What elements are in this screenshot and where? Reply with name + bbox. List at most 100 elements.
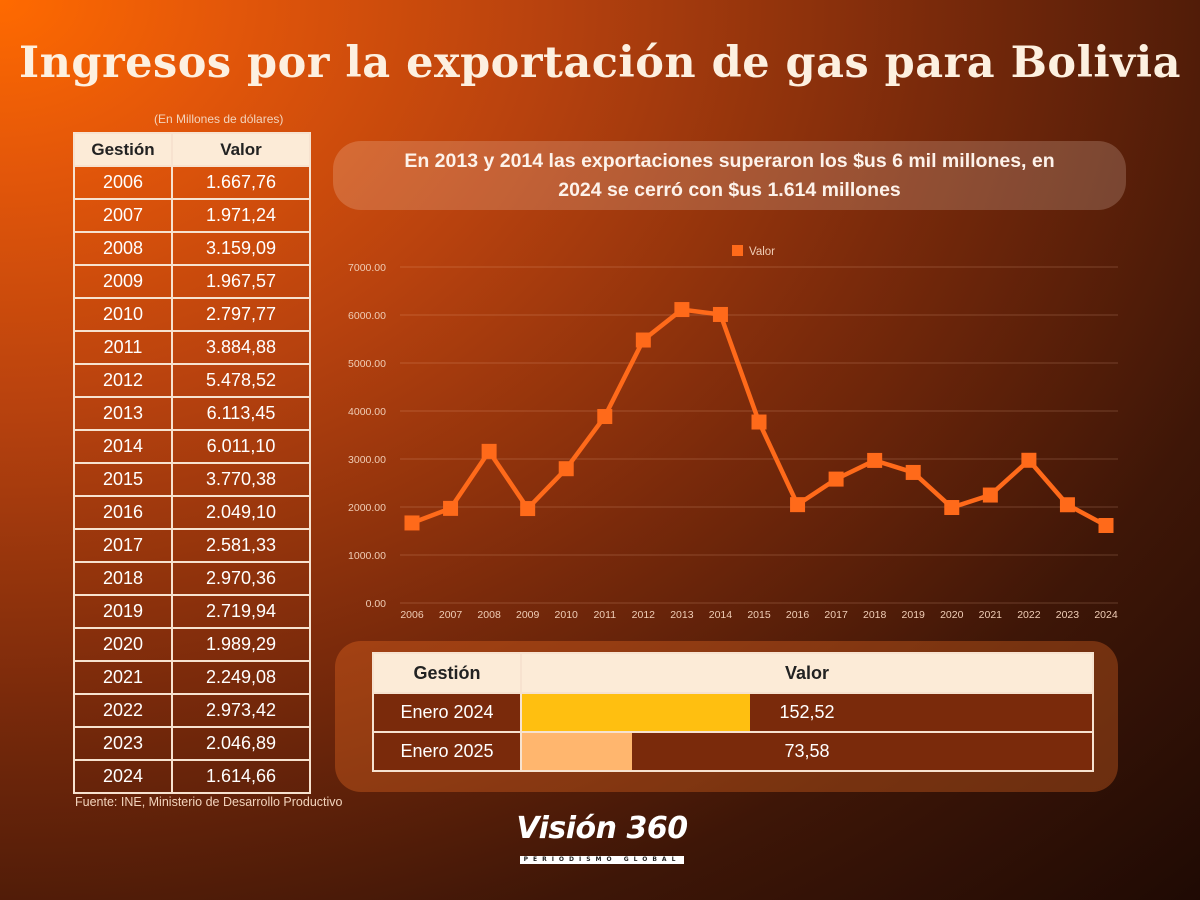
data-point	[404, 515, 420, 531]
table-cell-year: 2011	[73, 330, 173, 365]
table-row: 2016 2.049,10	[73, 495, 311, 530]
legend-marker	[732, 245, 743, 256]
table-cell-value: 2.797,77	[171, 297, 311, 332]
table-cell-value: 5.478,52	[171, 363, 311, 398]
x-tick-label: 2007	[439, 609, 463, 621]
y-tick-label: 7000.00	[348, 262, 386, 274]
comparison-row: Enero 2024 152,52	[372, 692, 1094, 733]
y-tick-label: 3000.00	[348, 454, 386, 466]
table-cell-year: 2024	[73, 759, 173, 794]
x-tick-label: 2015	[747, 609, 771, 621]
data-point	[828, 471, 844, 487]
comparison-table: Gestión Valor Enero 2024 152,52 Enero 2025…	[372, 652, 1094, 772]
x-tick-label: 2012	[632, 609, 656, 621]
table-row: 2011 3.884,88	[73, 330, 311, 365]
table-cell-year: 2018	[73, 561, 173, 596]
x-tick-label: 2011	[593, 609, 616, 621]
x-tick-label: 2010	[555, 609, 579, 621]
data-point	[867, 452, 883, 468]
table-cell-year: 2017	[73, 528, 173, 563]
x-tick-label: 2009	[516, 609, 540, 621]
table-row: 2006 1.667,76	[73, 165, 311, 200]
page-title: Ingresos por la exportación de gas para …	[19, 38, 1181, 88]
table-cell-value: 2.719,94	[171, 594, 311, 629]
data-point	[905, 464, 921, 480]
table-cell-year: 2008	[73, 231, 173, 266]
table-cell-value: 6.011,10	[171, 429, 311, 464]
table-cell-year: 2019	[73, 594, 173, 629]
table-row: 2020 1.989,29	[73, 627, 311, 662]
table-row: 2014 6.011,10	[73, 429, 311, 464]
table-cell-value: 1.614,66	[171, 759, 311, 794]
table-row: 2008 3.159,09	[73, 231, 311, 266]
table-row: 2021 2.249,08	[73, 660, 311, 695]
table-cell-value: 1.989,29	[171, 627, 311, 662]
table-row: 2024 1.614,66	[73, 759, 311, 794]
comparison-value: 73,58	[784, 741, 830, 761]
table-cell-value: 3.884,88	[171, 330, 311, 365]
unit-note: (En Millones de dólares)	[154, 112, 284, 126]
table-cell-year: 2022	[73, 693, 173, 728]
data-point	[443, 500, 459, 516]
table-cell-value: 6.113,45	[171, 396, 311, 431]
x-tick-label: 2020	[940, 609, 964, 621]
table-cell-year: 2015	[73, 462, 173, 497]
comparison-header-gestion: Gestión	[372, 652, 522, 694]
comparison-bar-cell: 152,52	[520, 692, 1094, 733]
data-point	[1059, 497, 1075, 513]
legend-label: Valor	[749, 246, 775, 258]
y-tick-label: 4000.00	[348, 406, 386, 418]
x-tick-label: 2022	[1017, 609, 1041, 621]
x-tick-label: 2017	[824, 609, 848, 621]
data-table: Gestión Valor 2006 1.667,76 2007 1.971,24 20…	[73, 132, 311, 794]
table-row: 2019 2.719,94	[73, 594, 311, 629]
table-cell-year: 2021	[73, 660, 173, 695]
table-cell-year: 2007	[73, 198, 173, 233]
data-point	[520, 501, 536, 517]
table-cell-year: 2020	[73, 627, 173, 662]
table-cell-year: 2009	[73, 264, 173, 299]
logo-wordmark: Visión 360	[516, 811, 688, 846]
table-cell-value: 1.967,57	[171, 264, 311, 299]
data-point	[1098, 517, 1114, 533]
y-tick-label: 6000.00	[348, 310, 386, 322]
table-cell-value: 2.973,42	[171, 693, 311, 728]
x-tick-label: 2021	[979, 609, 1003, 621]
x-tick-label: 2019	[902, 609, 926, 621]
brand-logo: Visión 360 PERIODISMO GLOBAL	[512, 812, 692, 865]
data-point	[481, 443, 497, 459]
source-note: Fuente: INE, Ministerio de Desarrollo Pr…	[75, 795, 343, 809]
table-row: 2023 2.046,89	[73, 726, 311, 761]
table-cell-value: 2.970,36	[171, 561, 311, 596]
data-point	[790, 497, 806, 513]
table-row: 2022 2.973,42	[73, 693, 311, 728]
x-tick-label: 2023	[1056, 609, 1080, 621]
table-row: 2013 6.113,45	[73, 396, 311, 431]
data-point	[558, 461, 574, 477]
comparison-value: 152,52	[779, 702, 835, 722]
table-row: 2009 1.967,57	[73, 264, 311, 299]
comparison-row: Enero 2025 73,58	[372, 731, 1094, 772]
table-cell-year: 2023	[73, 726, 173, 761]
headline-box: En 2013 y 2014 las exportaciones superar…	[333, 141, 1126, 210]
data-point	[597, 409, 613, 425]
comparison-bar	[522, 694, 750, 731]
x-tick-label: 2006	[400, 609, 424, 621]
table-row: 2017 2.581,33	[73, 528, 311, 563]
data-point	[635, 332, 651, 348]
table-cell-year: 2010	[73, 297, 173, 332]
table-row: 2007 1.971,24	[73, 198, 311, 233]
x-tick-label: 2018	[863, 609, 887, 621]
x-tick-label: 2008	[477, 609, 501, 621]
x-tick-label: 2024	[1094, 609, 1118, 621]
logo-tagline: PERIODISMO GLOBAL	[519, 856, 685, 864]
table-header-valor: Valor	[171, 132, 311, 167]
table-row: 2018 2.970,36	[73, 561, 311, 596]
table-cell-year: 2013	[73, 396, 173, 431]
table-cell-value: 1.667,76	[171, 165, 311, 200]
x-tick-label: 2016	[786, 609, 810, 621]
table-row: 2015 3.770,38	[73, 462, 311, 497]
table-cell-value: 2.249,08	[171, 660, 311, 695]
data-point	[751, 414, 767, 430]
table-cell-year: 2016	[73, 495, 173, 530]
